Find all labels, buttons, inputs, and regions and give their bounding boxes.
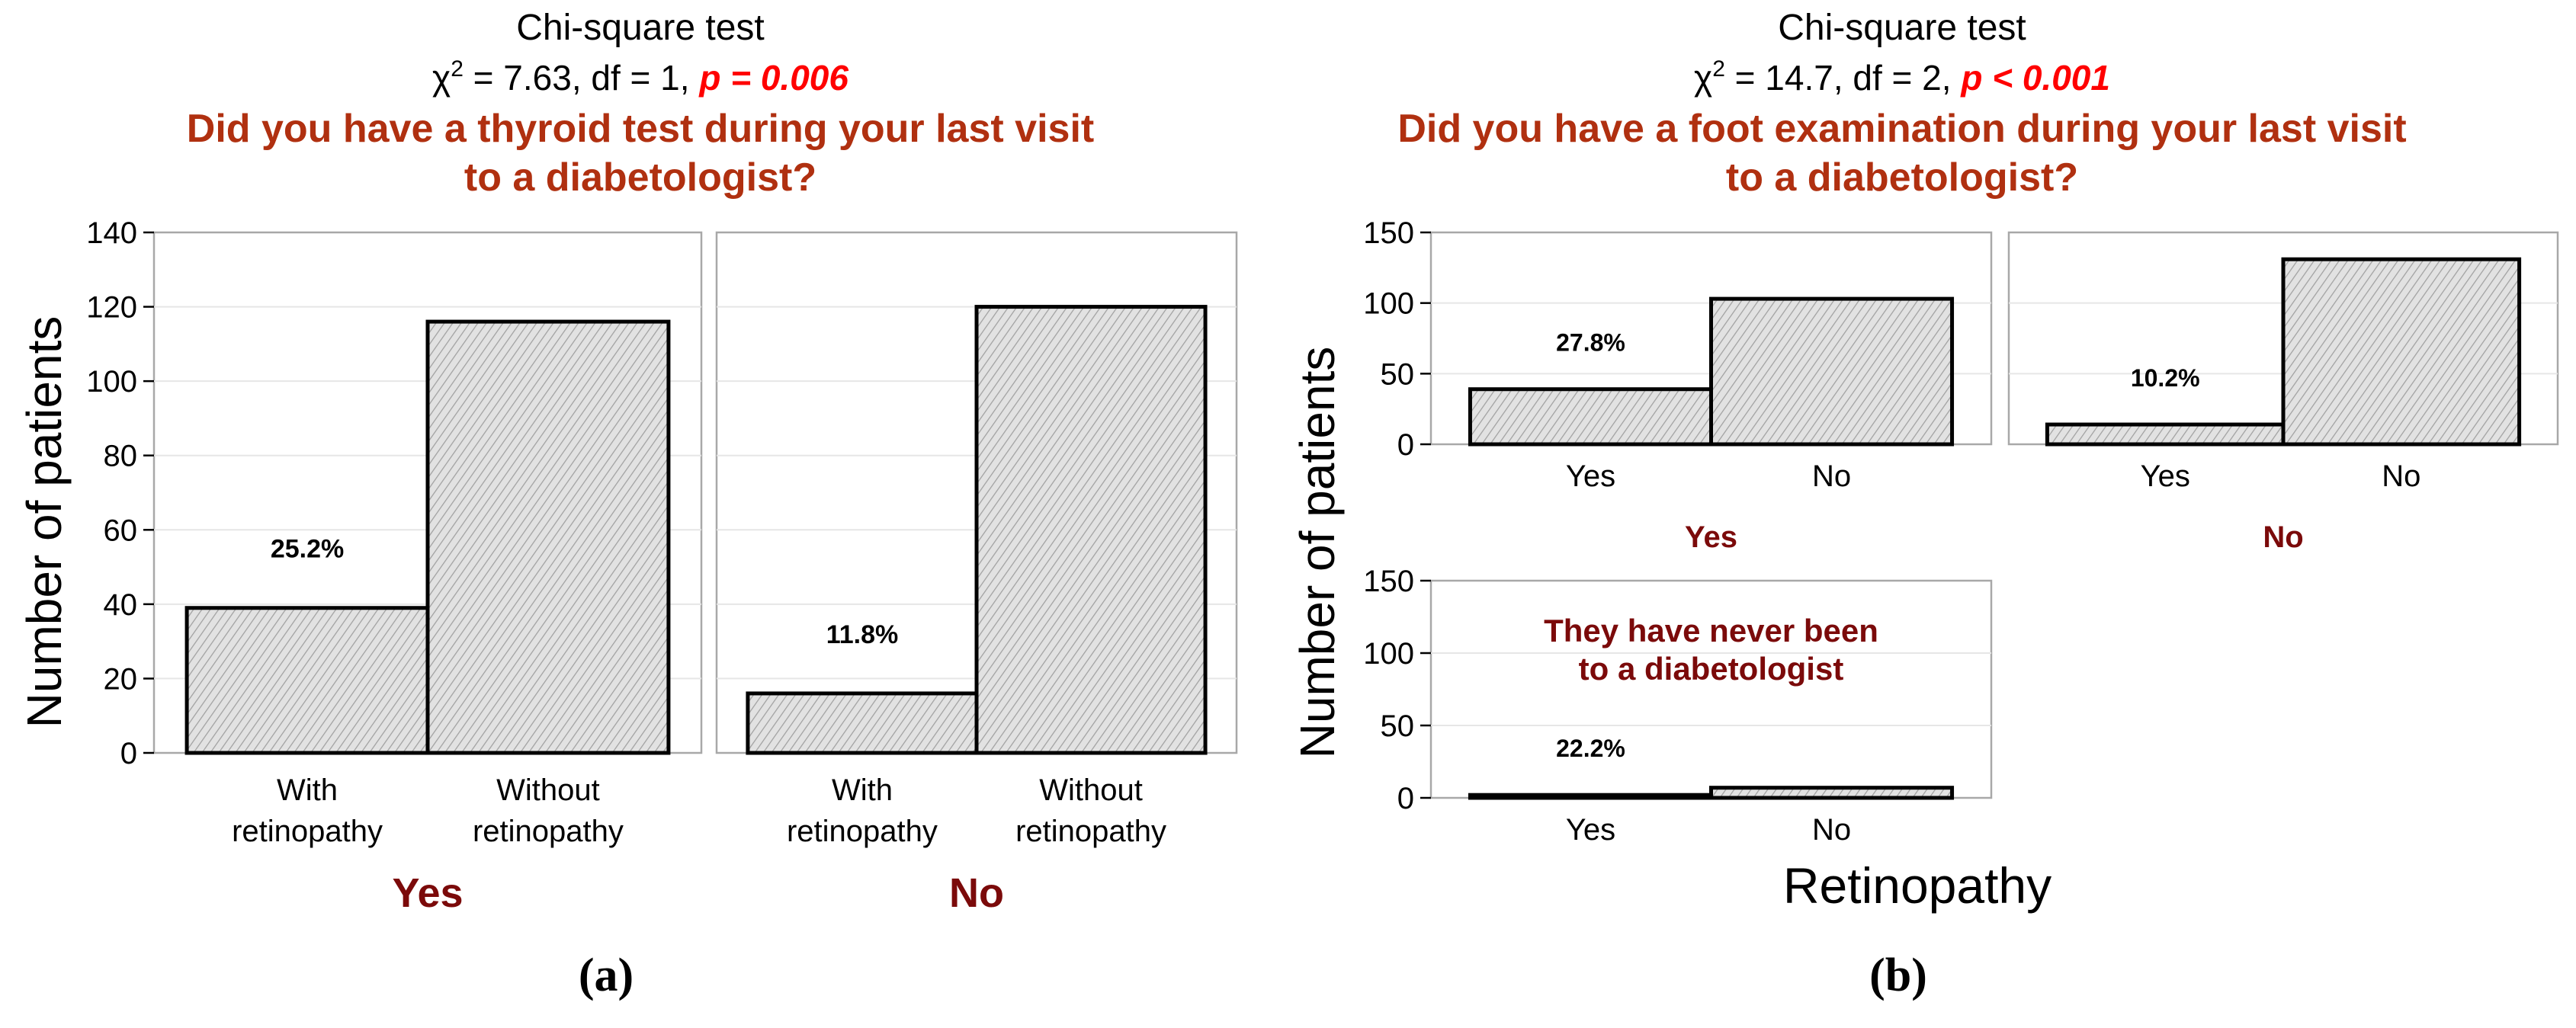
panel-b-facet-x-tick-label: No	[1812, 460, 1851, 493]
panel-b-chi-symbol: χ	[1694, 58, 1712, 98]
panel-a-facet-y-tick-label: 20	[104, 662, 138, 696]
panel-b-chi-value: = 14.7, df = 2,	[1725, 58, 1961, 98]
panel-a-p-value: p = 0.006	[698, 58, 849, 98]
panel-b-chi-superscript: 2	[1712, 56, 1725, 82]
panel-b-facet-bar	[1709, 786, 1955, 800]
panel-b-x-axis-label: Retinopathy	[1783, 857, 2051, 914]
panel-b-test-title: Chi-square test	[1778, 8, 2026, 48]
panel-b-facet-y-tick-label: 50	[1381, 709, 1415, 743]
panel-a-facet-x-tick-label: retinopathy	[232, 815, 383, 848]
panel-a-facet-y-tick-label: 0	[120, 737, 137, 770]
panel-a-facet-bar	[184, 606, 430, 755]
panel-a-facet-x-tick-label: retinopathy	[473, 815, 624, 848]
panel-a-facet-y-tick-label: 100	[86, 365, 137, 399]
panel-b-facet-annotation: to a diabetologist	[1579, 651, 1844, 687]
panel-a-facet-y-tick-label: 40	[104, 588, 138, 622]
panel-b-stats-line: χ2 = 14.7, df = 2, p < 0.001	[1694, 56, 2110, 98]
panel-a-facet-x-tick-label: With	[277, 773, 338, 807]
panel-a-facet-y-tick-label: 60	[104, 514, 138, 547]
panel-b-facet-y-tick-label: 100	[1363, 287, 1414, 321]
panel-b-facet-y-tick-label: 50	[1381, 357, 1415, 391]
panel-a-y-axis-label: Number of patients	[17, 316, 72, 729]
panel-a-chi-symbol: χ	[432, 58, 451, 98]
panel-a-facet-x-tick-label: Without	[1039, 773, 1143, 807]
panel-b-facet-plot-frame	[1429, 579, 1993, 799]
panel-b-facet-y-tick-label: 100	[1363, 637, 1414, 671]
panel-b-facet-facet-label: No	[2263, 520, 2303, 554]
panel-b-facet-x-tick-label: Yes	[2141, 460, 2190, 493]
panel-a-facet-facet-label: No	[949, 870, 1004, 916]
panel-b-facet-y-tick-label: 150	[1363, 565, 1414, 598]
panel-b-label: (b)	[1869, 950, 1927, 1001]
panel-a-facet-x-tick-label: retinopathy	[787, 815, 938, 848]
panel-b-facet-x-tick-label: No	[2382, 460, 2420, 493]
panel-b-facet-y-tick-label: 0	[1397, 428, 1414, 462]
panel-b-facet-bar	[1468, 387, 1713, 447]
panel-a-facet-percent-label: 25.2%	[271, 535, 344, 564]
panel-a-facet-y-tick-label: 80	[104, 440, 138, 473]
panel-a-stats-line: χ2 = 7.63, df = 1, p = 0.006	[432, 56, 849, 98]
panel-a-facet-x-tick-label: Without	[496, 773, 600, 807]
panel-a-facet-bar	[425, 319, 671, 755]
panel-b-facet-percent-label: 22.2%	[1556, 735, 1625, 762]
panel-b-facet-y-tick-label: 0	[1397, 782, 1414, 815]
panel-b-facet-x-tick-label: Yes	[1566, 813, 1615, 847]
panel-b-facet-bar	[1709, 296, 1955, 447]
panel-b-facet-x-tick-label: Yes	[1566, 460, 1615, 493]
panel-b-facet-x-tick-label: No	[1812, 813, 1851, 847]
panel-a-facet-x-tick-label: With	[832, 773, 893, 807]
panel-a-label: (a)	[579, 950, 634, 1001]
panel-a-question-line: Did you have a thyroid test during your …	[187, 107, 1094, 151]
panel-a-facet-percent-label: 11.8%	[826, 620, 899, 649]
panel-a-facet-bar	[746, 691, 979, 755]
panel-a-facet-x-tick-label: retinopathy	[1015, 815, 1166, 848]
panel-a-facet-y-tick-label: 120	[86, 291, 137, 325]
panel-b-p-value: p < 0.001	[1959, 58, 2110, 98]
panel-b-question-line: to a diabetologist?	[1726, 155, 2078, 200]
panel-a-chi-superscript: 2	[451, 56, 464, 82]
panel-b-facet-y-tick-label: 150	[1363, 216, 1414, 250]
panel-a-facet-y-tick-label: 140	[86, 216, 137, 250]
panel-b-facet-bar	[2045, 422, 2286, 447]
panel-b-y-axis-label: Number of patients	[1290, 347, 1345, 759]
panel-b-facet-annotation: They have never been	[1544, 613, 1878, 649]
panel-a-test-title: Chi-square test	[516, 8, 764, 48]
panel-b-question-line: Did you have a foot examination during y…	[1397, 107, 2406, 151]
panel-a-chi-value: = 7.63, df = 1,	[464, 58, 699, 98]
panel-b-facet-facet-label: Yes	[1685, 520, 1737, 554]
panel-b-facet-bar	[1468, 793, 1713, 800]
panel-a-facet-bar	[974, 305, 1208, 755]
panel-b-facet-percent-label: 27.8%	[1556, 329, 1625, 357]
panel-b-facet-bar	[2281, 257, 2522, 447]
panel-a-facet-facet-label: Yes	[392, 870, 463, 916]
panel-a-question-line: to a diabetologist?	[464, 155, 816, 200]
panel-b-facet-percent-label: 10.2%	[2131, 364, 2200, 392]
